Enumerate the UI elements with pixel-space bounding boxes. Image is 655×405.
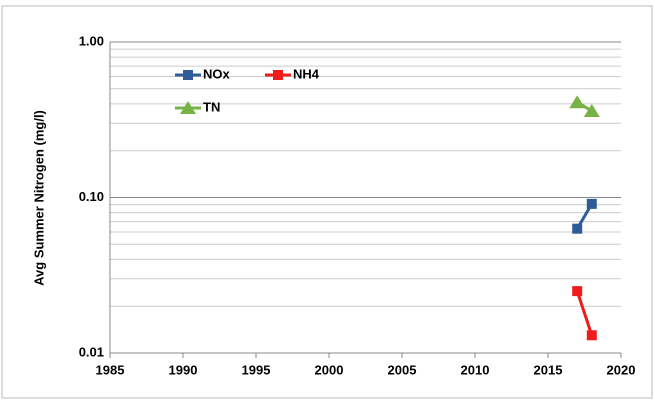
x-tick-label: 2020: [607, 362, 636, 377]
series-line: [575, 290, 594, 336]
y-tick-label: 1.00: [79, 33, 104, 48]
data-point: [569, 95, 586, 109]
legend-marker: [180, 101, 196, 114]
legend-label: TN: [203, 99, 220, 114]
x-tick-label: 2005: [388, 362, 417, 377]
y-tick-label: 0.10: [79, 189, 104, 204]
x-tick-label: 1985: [96, 362, 125, 377]
x-tick-label: 2010: [461, 362, 490, 377]
legend-marker: [183, 70, 193, 80]
data-point: [586, 330, 597, 341]
legend-marker: [273, 70, 283, 80]
x-tick-label: 2000: [315, 362, 344, 377]
data-point: [586, 198, 597, 209]
x-tick-label: 2015: [534, 362, 563, 377]
data-point: [572, 286, 583, 297]
y-axis-label: Avg Summer Nitrogen (mg/l): [31, 110, 46, 286]
legend-label: NOx: [203, 66, 231, 81]
data-point: [583, 103, 600, 117]
data-point: [572, 223, 583, 234]
x-tick-label: 1995: [242, 362, 271, 377]
y-tick-label: 0.01: [79, 344, 104, 359]
legend-label: NH4: [293, 66, 320, 81]
x-tick-label: 1990: [169, 362, 198, 377]
